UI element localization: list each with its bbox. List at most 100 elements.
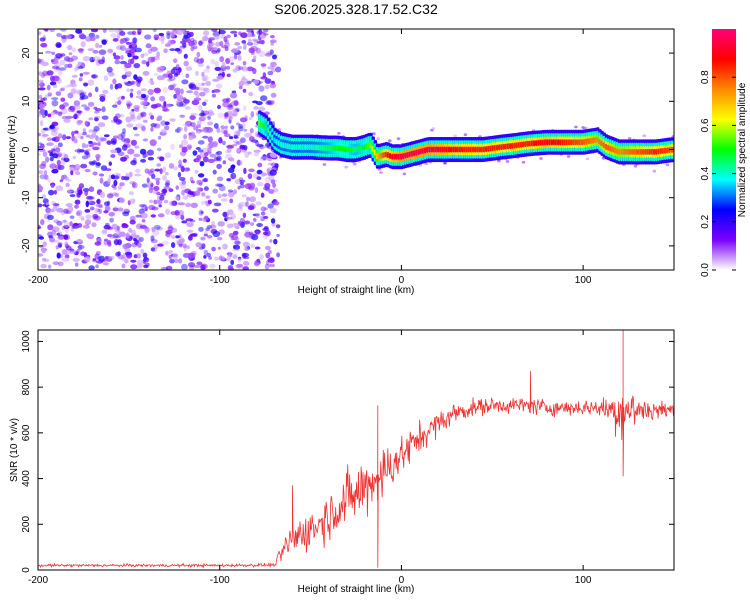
spectrogram-cell <box>233 33 238 38</box>
spectrogram-cell <box>151 227 155 231</box>
spectrogram-cell <box>165 250 169 256</box>
snr-y-tick-label: 600 <box>21 424 32 441</box>
spectrogram-cell <box>151 206 159 211</box>
spectrogram-cell <box>270 92 277 98</box>
spectrogram-cell <box>157 135 162 140</box>
spectrogram-cell <box>85 214 92 220</box>
snr-frame <box>37 329 675 571</box>
spectrogram-cell <box>217 246 221 250</box>
spectrogram-cell <box>272 188 279 193</box>
spectrogram-cell <box>226 148 232 153</box>
spectrogram-cell <box>124 251 132 256</box>
spectrogram-cell <box>237 185 241 190</box>
spectrogram-cell <box>221 193 228 197</box>
spectrogram-cell <box>51 148 56 152</box>
spectrogram-cell <box>80 41 86 48</box>
spectrogram-cell <box>216 157 221 161</box>
spectrogram-cell <box>117 151 125 157</box>
spectrogram-cell <box>38 185 44 192</box>
spectrogram-cell <box>47 113 52 118</box>
spectrogram-cell <box>65 203 73 207</box>
spectrogram-cell <box>223 130 228 135</box>
spectrogram-cell <box>215 83 223 89</box>
spectrogram-cell <box>258 85 265 92</box>
spectrogram-cell <box>50 75 55 82</box>
spectrogram-cell <box>249 196 256 203</box>
spectrogram-cell <box>55 147 61 153</box>
spectrogram-cell <box>247 173 253 180</box>
spectrogram-cell <box>264 207 269 211</box>
spectrogram-cell <box>39 82 45 88</box>
spectrogram-cell <box>68 52 73 56</box>
spectrogram-cell <box>131 182 136 188</box>
snr-plot-area <box>38 330 674 570</box>
spectrogram-cell <box>122 253 126 260</box>
spectrogram-cell <box>211 220 216 226</box>
spectrogram-cell <box>142 119 148 123</box>
spectrogram-cell <box>539 157 543 160</box>
spectrogram-cell <box>148 187 154 194</box>
spectrogram-cell <box>255 212 261 219</box>
spectrogram-cell <box>174 196 180 200</box>
spectrogram-cell <box>263 216 269 219</box>
spectrogram-cell <box>169 200 176 206</box>
spectrogram-cell <box>156 147 162 152</box>
spectrogram-cell <box>133 153 141 158</box>
spectrogram-cell <box>229 157 235 162</box>
spectrogram-cell <box>269 39 277 44</box>
spectrogram-cell <box>276 252 280 258</box>
spectrogram-cell <box>39 103 45 110</box>
spectrogram-cell <box>168 163 175 169</box>
spectrogram-cell <box>337 131 341 135</box>
spectrogram-cell <box>130 114 136 120</box>
snr-y-tick-label: 400 <box>21 470 32 487</box>
spectrogram-cell <box>197 140 205 145</box>
spectrogram-cell <box>220 256 226 261</box>
spectrogram-cell <box>174 47 181 52</box>
spectrogram-cell <box>58 67 67 71</box>
spectrogram-cell <box>211 46 218 50</box>
spectrogram-cell <box>130 88 134 92</box>
spectrogram-cell <box>215 49 220 54</box>
spectrogram-cell <box>67 92 74 99</box>
spectrogram-cell <box>116 45 123 50</box>
spectrogram-cell <box>135 214 142 218</box>
spectrogram-cell <box>74 204 79 209</box>
spectrogram-cell <box>162 86 168 94</box>
spectrogram-cell <box>69 194 76 198</box>
spectrogram-cell <box>200 236 206 241</box>
spectrogram-cell <box>38 81 43 86</box>
spectrogram-cell <box>170 143 175 151</box>
spectrogram-cell <box>150 126 154 132</box>
spectrogram-cell <box>176 126 181 134</box>
spectrogram-cell <box>70 170 74 176</box>
spectrogram-cell <box>153 244 159 249</box>
spectrogram-cell <box>237 66 244 71</box>
spectrogram-cell <box>180 214 185 221</box>
spectrogram-cell <box>566 155 571 158</box>
spectrogram-cell <box>150 123 157 128</box>
spectrogram-cell <box>134 145 140 149</box>
spectrogram-cell <box>198 112 206 117</box>
spectrogram-cell <box>69 215 75 219</box>
spectrogram-cell <box>156 75 164 81</box>
spectrogram-cell <box>240 137 246 144</box>
spectrogram-cell <box>92 56 101 61</box>
spectrogram-cell <box>131 108 135 112</box>
spectrogram-cell <box>98 44 103 48</box>
spectrogram-cell <box>123 208 130 212</box>
spectrogram-cell <box>228 103 232 108</box>
spectrogram-cell <box>214 61 219 67</box>
spectrogram-cell <box>253 40 259 46</box>
spectrogram-cell <box>121 144 128 151</box>
spectrogram-cell <box>222 211 228 218</box>
spectrogram-cell <box>162 175 167 181</box>
spectrogram-cell <box>181 263 188 270</box>
spectrogram-cell <box>204 215 209 220</box>
spectrogram-cell <box>150 235 155 242</box>
snr-x-tick-label: 0 <box>399 575 405 586</box>
spectrogram-cell <box>224 41 230 49</box>
spectrogram-cell <box>126 123 134 128</box>
spectrogram-cell <box>252 38 259 42</box>
spectrogram-cell <box>51 97 59 101</box>
